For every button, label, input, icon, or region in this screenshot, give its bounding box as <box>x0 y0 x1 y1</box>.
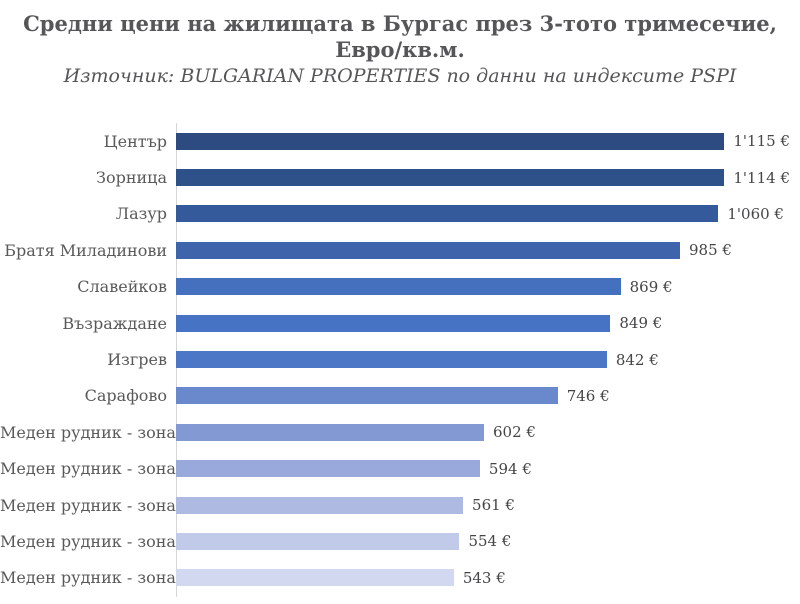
category-label: Меден рудник - зона Г <box>0 459 192 479</box>
chart-subtitle: Източник: BULGARIAN PROPERTIES по данни … <box>63 64 737 87</box>
chart-row: Славейков 869 € <box>0 269 790 305</box>
bar-track: 543 € <box>176 560 790 596</box>
value-label: 1'114 € <box>733 168 790 187</box>
bar-track: 1'114 € <box>176 159 790 195</box>
chart-row: Меден рудник - зона Г 594 € <box>0 451 790 487</box>
bar <box>176 132 725 150</box>
category-label: Зорница <box>96 168 167 188</box>
chart-row: Възраждане 849 € <box>0 305 790 341</box>
value-label: 849 € <box>619 314 663 333</box>
chart-row: Меден рудник - зона Б 554 € <box>0 523 790 559</box>
bar <box>176 423 485 441</box>
value-label: 554 € <box>468 532 512 551</box>
bar <box>176 532 460 550</box>
value-label: 746 € <box>566 386 610 405</box>
category-label: Възраждане <box>62 313 167 333</box>
chart-header: Средни цени на жилищата в Бургас през 3-… <box>0 0 800 87</box>
bar-chart: Център 1'115 € Зорница 1'114 € Лазур 1'060 € Б… <box>0 123 790 597</box>
chart-row: Меден рудник - зона Д 602 € <box>0 414 790 450</box>
category-label: Братя Миладинови <box>4 240 167 260</box>
chart-title: Средни цени на жилищата в Бургас през 3-… <box>0 11 800 64</box>
value-label: 543 € <box>462 568 506 587</box>
chart-row: Изгрев 842 € <box>0 341 790 377</box>
bar <box>176 205 719 223</box>
value-label: 842 € <box>615 350 659 369</box>
bar-track: 1'060 € <box>176 196 790 232</box>
bar-track: 594 € <box>176 451 790 487</box>
bar <box>176 241 680 259</box>
bar-track: 985 € <box>176 232 790 268</box>
plot-area: Център 1'115 € Зорница 1'114 € Лазур 1'060 € Б… <box>0 123 790 597</box>
bar-track: 561 € <box>176 487 790 523</box>
bar-track: 842 € <box>176 341 790 377</box>
value-label: 1'060 € <box>727 204 784 223</box>
value-label: 869 € <box>629 277 673 296</box>
category-label: Славейков <box>77 277 167 297</box>
value-label: 985 € <box>688 241 732 260</box>
bar <box>176 278 621 296</box>
bar-track: 849 € <box>176 305 790 341</box>
bar <box>176 569 454 587</box>
bar <box>176 387 558 405</box>
chart-row: Лазур 1'060 € <box>0 196 790 232</box>
bar-track: 869 € <box>176 269 790 305</box>
category-label: Сарафово <box>84 386 167 406</box>
category-label: Център <box>103 131 167 151</box>
bar <box>176 314 611 332</box>
chart-row: Братя Миладинови 985 € <box>0 232 790 268</box>
chart-row: Център 1'115 € <box>0 123 790 159</box>
bar <box>176 169 725 187</box>
bar-track: 746 € <box>176 378 790 414</box>
bar-track: 602 € <box>176 414 790 450</box>
value-label: 1'115 € <box>733 132 790 151</box>
chart-row: Сарафово 746 € <box>0 378 790 414</box>
value-label: 594 € <box>488 459 532 478</box>
bar <box>176 460 480 478</box>
chart-row: Зорница 1'114 € <box>0 159 790 195</box>
bar-track: 554 € <box>176 523 790 559</box>
category-label: Меден рудник - зона А <box>0 495 194 515</box>
chart-row: Меден рудник - зона А 561 € <box>0 487 790 523</box>
bar-track: 1'115 € <box>176 123 790 159</box>
value-label: 602 € <box>493 423 536 442</box>
chart-title-line2: Евро/кв.м. <box>335 37 465 63</box>
category-label: Меден рудник - зона В <box>0 568 193 588</box>
category-label: Меден рудник - зона Д <box>0 422 194 442</box>
bar <box>176 351 607 369</box>
category-label: Изгрев <box>107 350 167 370</box>
category-label: Меден рудник - зона Б <box>0 531 193 551</box>
category-label: Лазур <box>115 204 167 224</box>
chart-title-line1: Средни цени на жилищата в Бургас през 3-… <box>23 11 777 36</box>
chart-row: Меден рудник - зона В 543 € <box>0 560 790 596</box>
bar <box>176 496 464 514</box>
value-label: 561 € <box>472 496 515 515</box>
